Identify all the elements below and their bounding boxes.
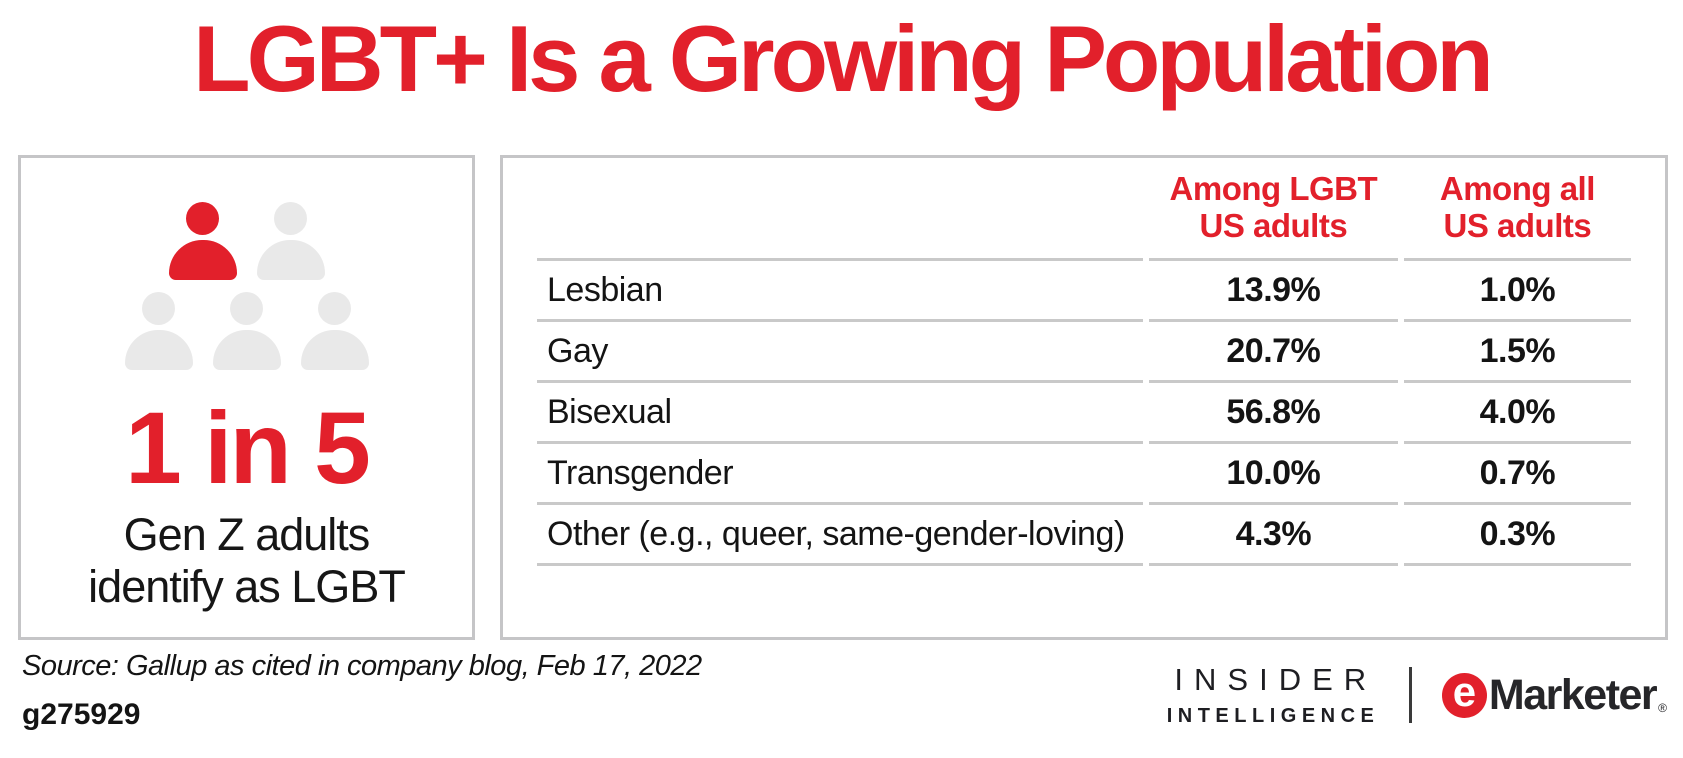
intelligence-wordmark: INTELLIGENCE: [1166, 705, 1380, 727]
row-value-among-lgbt: 4.3%: [1148, 505, 1398, 566]
registered-trademark-icon: ®: [1658, 700, 1667, 715]
table-row: Bisexual 56.8% 4.0%: [537, 383, 1631, 444]
person-head-shape: [318, 292, 351, 325]
insider-intelligence-logo: INSIDER INTELLIGENCE: [1161, 662, 1379, 728]
column-header-line: Among LGBT: [1169, 170, 1378, 207]
column-header-line: Among all: [1439, 170, 1596, 207]
chart-id: g275929: [22, 698, 141, 731]
emarketer-e-icon: e: [1441, 671, 1487, 718]
row-label: Other (e.g., queer, same-gender-loving): [537, 505, 1143, 566]
person-icon: [256, 202, 325, 280]
person-icon-highlighted: [168, 202, 237, 280]
table-row: Gay 20.7% 1.5%: [537, 322, 1631, 383]
row-value-among-all: 0.3%: [1403, 505, 1631, 566]
person-torso-shape: [124, 330, 193, 370]
stat-description-line2: identify as LGBT: [88, 560, 406, 612]
header-empty-cell: [537, 158, 1143, 261]
source-block: Source: Gallup as cited in company blog,…: [22, 650, 702, 732]
row-value-among-all: 0.7%: [1403, 444, 1631, 505]
logo-divider: [1409, 667, 1412, 723]
insider-wordmark: INSIDER: [1174, 662, 1378, 697]
page-title: LGBT+ Is a Growing Population: [193, 6, 1494, 111]
person-head-shape: [186, 202, 219, 235]
person-head-shape: [142, 292, 175, 325]
table-row: Lesbian 13.9% 1.0%: [537, 261, 1631, 322]
row-value-among-all: 1.5%: [1403, 322, 1631, 383]
stat-description: Gen Z adults identify as LGBT: [88, 508, 406, 613]
row-value-among-lgbt: 20.7%: [1148, 322, 1398, 383]
person-icon: [212, 292, 281, 370]
brand-block: INSIDER INTELLIGENCE e Marketer ®: [1161, 662, 1667, 728]
row-label: Gay: [537, 322, 1143, 383]
person-torso-shape: [212, 330, 281, 370]
row-value-among-lgbt: 13.9%: [1148, 261, 1398, 322]
people-icons-row-bottom: [124, 292, 369, 370]
column-header-among-all: Among all US adults: [1403, 158, 1631, 261]
stat-description-line1: Gen Z adults: [123, 508, 371, 560]
person-icon: [300, 292, 369, 370]
person-torso-shape: [168, 240, 237, 280]
data-table-box: Among LGBT US adults Among all US adults…: [500, 155, 1668, 640]
row-value-among-lgbt: 10.0%: [1148, 444, 1398, 505]
table-row: Transgender 10.0% 0.7%: [537, 444, 1631, 505]
person-torso-shape: [300, 330, 369, 370]
row-value-among-all: 4.0%: [1403, 383, 1631, 444]
source-text: Source: Gallup as cited in company blog,…: [22, 650, 702, 682]
row-value-among-lgbt: 56.8%: [1148, 383, 1398, 444]
stat-value: 1 in 5: [125, 391, 371, 505]
person-torso-shape: [256, 240, 325, 280]
row-value-among-all: 1.0%: [1403, 261, 1631, 322]
emarketer-logo: e Marketer ®: [1441, 670, 1667, 720]
people-icons-graphic: [124, 202, 369, 370]
table-header-row: Among LGBT US adults Among all US adults: [537, 158, 1631, 261]
people-icons-row-top: [168, 202, 325, 280]
table-row: Other (e.g., queer, same-gender-loving) …: [537, 505, 1631, 566]
column-header-line: US adults: [1443, 207, 1592, 244]
column-header-among-lgbt: Among LGBT US adults: [1148, 158, 1398, 261]
row-label: Lesbian: [537, 261, 1143, 322]
row-label: Bisexual: [537, 383, 1143, 444]
row-label: Transgender: [537, 444, 1143, 505]
person-head-shape: [230, 292, 263, 325]
person-icon: [124, 292, 193, 370]
emarketer-wordmark: Marketer: [1488, 670, 1658, 719]
callout-box: 1 in 5 Gen Z adults identify as LGBT: [18, 155, 475, 640]
stats-table: Among LGBT US adults Among all US adults…: [531, 158, 1637, 566]
column-header-line: US adults: [1199, 207, 1348, 244]
person-head-shape: [274, 202, 307, 235]
